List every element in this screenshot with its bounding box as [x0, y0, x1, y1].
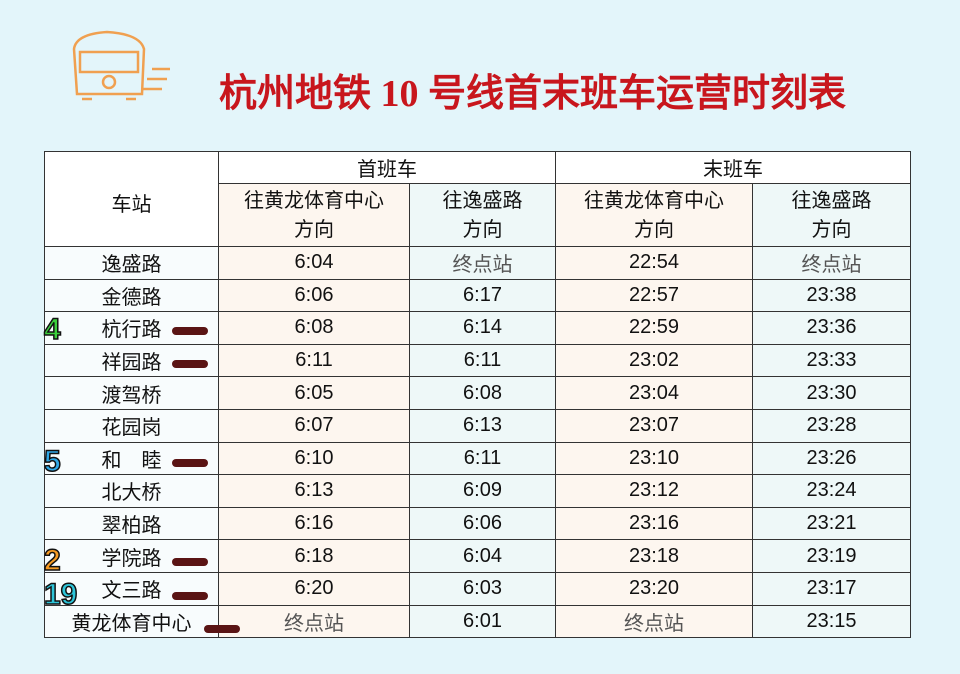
- direction-line: 方向: [634, 217, 674, 241]
- time: 6:13: [409, 408, 556, 443]
- time: 23:20: [555, 571, 753, 606]
- time: 6:14: [409, 311, 556, 345]
- time: 23:07: [555, 408, 753, 443]
- time: 6:04: [409, 539, 556, 573]
- time: 23:30: [752, 376, 911, 410]
- time: 6:20: [218, 571, 410, 606]
- row: 学院路 6:18 6:04 23:18 23:19: [44, 539, 911, 573]
- header-direction: 往黄龙体育中心 方向: [218, 183, 410, 247]
- header-direction: 往逸盛路 方向: [409, 183, 556, 247]
- time: 6:11: [409, 441, 556, 476]
- time: 23:17: [752, 571, 911, 606]
- time: 6:06: [409, 506, 556, 541]
- time: 终点站: [409, 246, 556, 280]
- time: 23:36: [752, 311, 911, 345]
- direction-line: 方向: [294, 217, 334, 241]
- header-station: 车站: [44, 151, 219, 247]
- transfer-dash: [172, 459, 208, 468]
- station: 金德路: [44, 278, 219, 313]
- row: 和 睦 6:10 6:11 23:10 23:26: [44, 441, 911, 476]
- time: 6:06: [218, 278, 410, 313]
- station: 黄龙体育中心: [44, 604, 219, 639]
- header-first: 首班车: [218, 151, 556, 184]
- time: 23:26: [752, 441, 911, 476]
- time: 23:21: [752, 506, 911, 541]
- time: 6:10: [218, 441, 410, 476]
- time: 6:08: [218, 311, 410, 345]
- station: 翠柏路: [44, 506, 219, 541]
- timetable: 车站 首班车 末班车 往黄龙体育中心 方向 往逸盛路 方向 往黄龙体育中心 方向 往逸盛路方…: [44, 151, 911, 639]
- time: 23:33: [752, 343, 911, 378]
- time: 6:03: [409, 571, 556, 606]
- time: 6:05: [218, 376, 410, 410]
- time: 6:04: [218, 246, 410, 280]
- time: 终点站: [752, 246, 911, 280]
- row: 文三路 6:20 6:03 23:20 23:17: [44, 571, 911, 606]
- row: 逸盛路 6:04 终点站 22:54 终点站: [44, 246, 911, 280]
- header-direction: 往逸盛路 方向: [752, 183, 911, 247]
- time: 23:28: [752, 408, 911, 443]
- time: 终点站: [218, 604, 410, 639]
- direction-line: 方向: [811, 217, 852, 241]
- station: 和 睦: [44, 441, 219, 476]
- transfer-dash: [172, 326, 208, 335]
- station: 北大桥: [44, 474, 219, 508]
- time: 23:15: [752, 604, 911, 639]
- direction-line: 往逸盛路: [791, 188, 872, 212]
- station: 学院路: [44, 539, 219, 573]
- station: 花园岗: [44, 408, 219, 443]
- time: 23:12: [555, 474, 753, 508]
- time: 23:04: [555, 376, 753, 410]
- direction-line: 往黄龙体育中心: [584, 188, 724, 212]
- time: 6:11: [218, 343, 410, 378]
- time: 6:13: [218, 474, 410, 508]
- time: 23:24: [752, 474, 911, 508]
- time: 23:10: [555, 441, 753, 476]
- time: 22:59: [555, 311, 753, 345]
- time: 6:09: [409, 474, 556, 508]
- row: 花园岗 6:07 6:13 23:07 23:28: [44, 408, 911, 443]
- time: 23:38: [752, 278, 911, 313]
- time: 6:01: [409, 604, 556, 639]
- transfer-dash: [172, 591, 208, 600]
- row: 金德路 6:06 6:17 22:57 23:38: [44, 278, 911, 313]
- train-icon: [72, 30, 170, 101]
- row: 渡驾桥 6:05 6:08 23:04 23:30: [44, 376, 911, 410]
- row: 祥园路 6:11 6:11 23:02 23:33: [44, 343, 911, 378]
- time: 23:19: [752, 539, 911, 573]
- time: 6:16: [218, 506, 410, 541]
- time: 23:16: [555, 506, 753, 541]
- direction-line: 方向: [462, 217, 503, 241]
- time: 6:17: [409, 278, 556, 313]
- title: 杭州地铁 10 号线首末班车运营时刻表: [218, 73, 846, 115]
- transfer-dash: [172, 558, 208, 567]
- time: 22:54: [555, 246, 753, 280]
- station: 逸盛路: [44, 246, 219, 280]
- time: 6:07: [218, 408, 410, 443]
- row: 黄龙体育中心 终点站 6:01 终点站 23:15: [44, 604, 911, 639]
- time: 6:11: [409, 343, 556, 378]
- direction-line: 往黄龙体育中心: [244, 188, 384, 212]
- time: 23:02: [555, 343, 753, 378]
- time: 23:18: [555, 539, 753, 573]
- time: 22:57: [555, 278, 753, 313]
- header-last: 末班车: [555, 151, 911, 184]
- time: 6:18: [218, 539, 410, 573]
- station: 文三路: [44, 571, 219, 606]
- station: 渡驾桥: [44, 376, 219, 410]
- row: 北大桥 6:13 6:09 23:12 23:24: [44, 474, 911, 508]
- row: 翠柏路 6:16 6:06 23:16 23:21: [44, 506, 911, 541]
- transfer-dash: [172, 359, 208, 368]
- transfer-dash: [204, 624, 240, 633]
- header-direction: 往黄龙体育中心 方向: [555, 183, 753, 247]
- time: 终点站: [555, 604, 753, 639]
- line-badge: 4: [43, 312, 61, 347]
- line-badge: 5: [43, 444, 61, 479]
- line-badge: 2: [43, 544, 61, 579]
- time: 6:08: [409, 376, 556, 410]
- direction-line: 往逸盛路: [442, 188, 523, 212]
- line-badge: 19: [43, 577, 78, 612]
